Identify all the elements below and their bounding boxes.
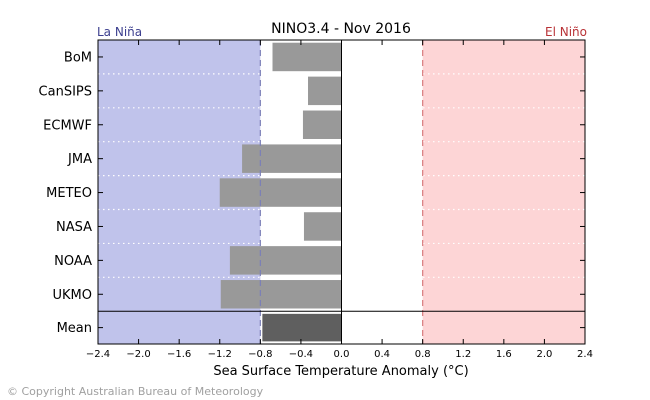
x-tick-label: −2.0 (126, 349, 150, 360)
x-tick-label: −1.6 (167, 349, 191, 360)
y-tick-label: CanSIPS (39, 84, 92, 99)
y-tick-label: ECMWF (43, 118, 92, 133)
x-tick-label: −0.8 (248, 349, 272, 360)
x-axis-label: Sea Surface Temperature Anomaly (°C) (213, 364, 468, 379)
bar-bom (272, 42, 342, 72)
chart-title: NINO3.4 - Nov 2016 (271, 21, 411, 37)
y-tick-label: UKMO (53, 288, 93, 303)
x-tick-label: 0.0 (334, 349, 350, 360)
mean-bar (262, 313, 342, 342)
bar-cansips (308, 76, 342, 106)
y-tick-label: NASA (56, 220, 92, 235)
y-tick-label: JMA (67, 152, 92, 167)
copyright-notice: © Copyright Australian Bureau of Meteoro… (7, 385, 264, 398)
plot-area: BoM CanSIPS ECMWF JMA METEO NASA NOAA UKMO Mean −… (39, 39, 593, 360)
x-tick-label: 0.8 (415, 349, 431, 360)
x-tick-label: −1.2 (208, 349, 232, 360)
x-tick-label: −2.4 (86, 349, 110, 360)
bar-nasa (303, 212, 342, 241)
x-tick-label: −0.4 (289, 349, 313, 360)
la-nina-label: La Niña (97, 25, 142, 39)
bar-ecmwf (302, 110, 342, 139)
y-tick-label: Mean (57, 321, 92, 336)
x-tick-label: 1.2 (455, 349, 471, 360)
y-tick-label: NOAA (54, 254, 92, 269)
bar-ukmo (220, 280, 342, 309)
bar-jma (242, 144, 342, 173)
x-tick-label: 2.4 (577, 349, 593, 360)
bar-meteo (219, 178, 342, 207)
bar-noaa (229, 246, 342, 275)
el-nino-label: El Niño (545, 25, 587, 39)
x-tick-label: 1.6 (496, 349, 512, 360)
y-tick-label: METEO (46, 186, 92, 201)
x-tick-label: 0.4 (374, 349, 390, 360)
x-tick-label: 2.0 (536, 349, 552, 360)
y-tick-label: BoM (64, 50, 92, 65)
el-nino-region (422, 40, 585, 344)
